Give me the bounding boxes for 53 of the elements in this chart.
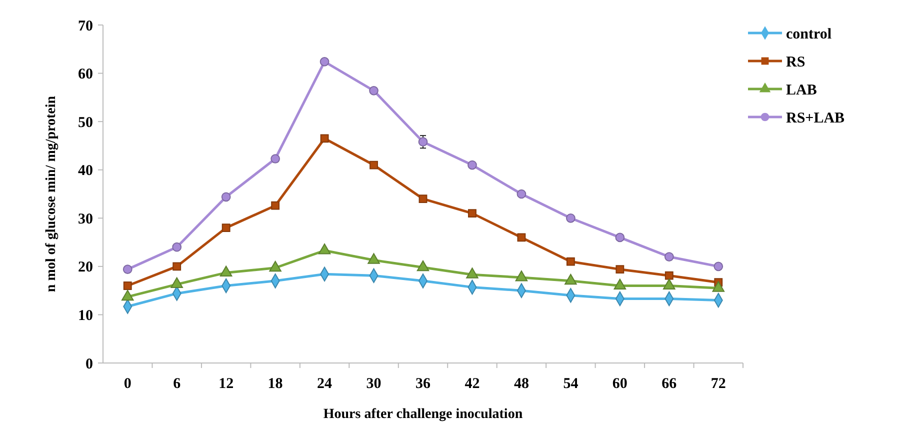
point: [664, 252, 674, 262]
point: [468, 209, 476, 218]
x-tick-label: 24: [317, 376, 333, 392]
y-tick-label: 40: [78, 163, 93, 180]
point: [222, 224, 230, 232]
point: [418, 194, 428, 204]
x-tick-label: 54: [563, 376, 579, 392]
x-axis-title: Hours after challenge inoculation: [323, 407, 523, 422]
point: [616, 265, 624, 274]
point: [566, 257, 575, 266]
point: [172, 242, 182, 252]
x-tick-label: 6: [173, 376, 182, 392]
point: [615, 232, 625, 242]
legend-label: RS+LAB: [786, 110, 845, 126]
y-tick-label: 20: [78, 260, 93, 276]
point: [517, 233, 526, 242]
point: [271, 201, 280, 210]
x-tick-label: 18: [268, 376, 283, 392]
point: [122, 264, 132, 274]
x-tick-label: 12: [218, 376, 234, 392]
legend-label: RS: [786, 54, 806, 70]
point: [714, 262, 724, 272]
x-tick-label: 30: [366, 376, 382, 392]
point: [221, 192, 231, 202]
y-tick-label: 10: [78, 308, 93, 324]
x-tick-label: 42: [464, 376, 480, 392]
y-tick-label: 70: [78, 18, 93, 34]
legend-label: LAB: [786, 82, 817, 98]
x-tick-label: 48: [514, 376, 529, 392]
y-tick-label: 50: [78, 114, 93, 131]
x-tick-label: 0: [124, 376, 132, 392]
x-tick-label: 66: [662, 376, 678, 392]
point: [370, 160, 378, 170]
point: [515, 270, 528, 282]
x-tick-label: 72: [710, 376, 726, 392]
x-tick-label: 36: [416, 376, 431, 392]
point: [123, 282, 132, 290]
point: [320, 134, 329, 143]
y-axis-title: n mol of glucose min/ mg/protein: [44, 96, 59, 292]
point: [516, 189, 526, 199]
point: [664, 271, 674, 280]
point: [468, 160, 477, 170]
point: [369, 86, 378, 96]
point: [270, 154, 280, 164]
point: [566, 213, 576, 223]
x-tick-label: 60: [612, 376, 628, 392]
y-tick-label: 30: [78, 211, 93, 228]
point: [320, 57, 330, 66]
y-tick-label: 0: [86, 356, 93, 372]
point: [172, 262, 182, 271]
legend-label: control: [786, 26, 832, 42]
point: [170, 277, 183, 288]
y-tick-label: 60: [78, 66, 93, 83]
